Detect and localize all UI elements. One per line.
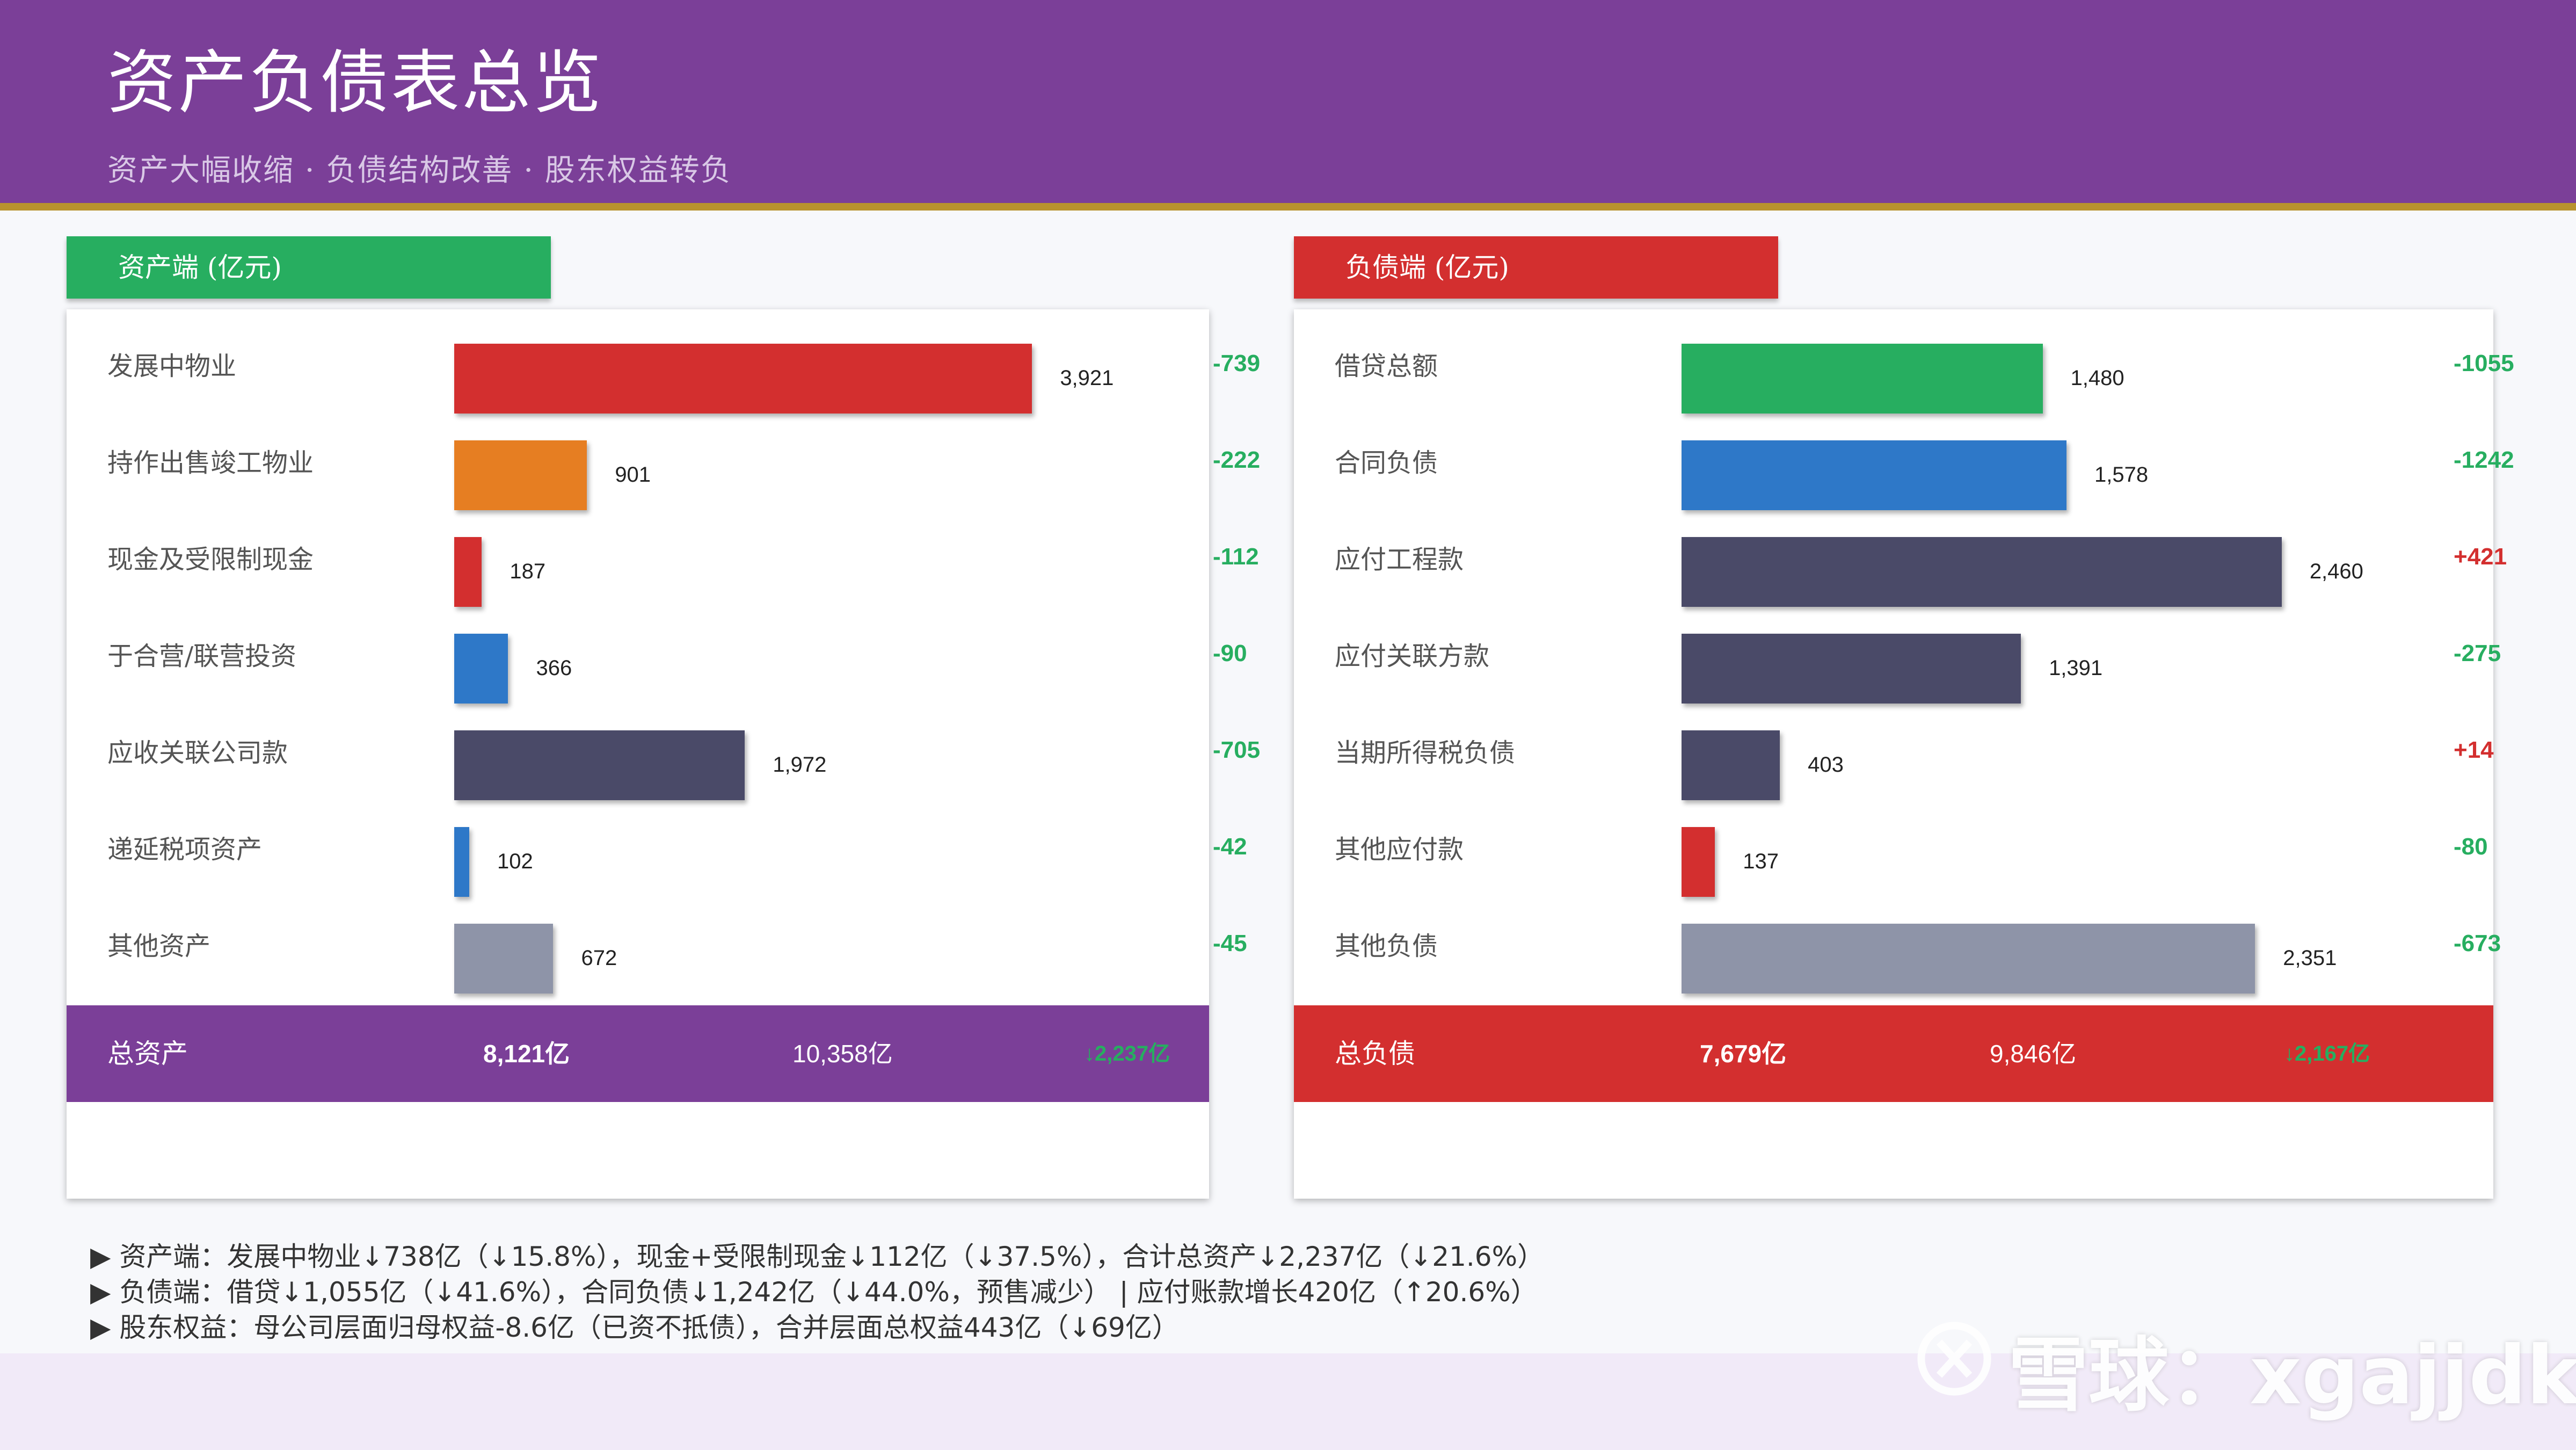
liability-category-label: 其他应付款 [1335, 835, 1464, 865]
asset-category-label: 其他资产 [107, 931, 211, 961]
asset-change-label: -42 [1213, 833, 1247, 860]
asset-change-label: -739 [1213, 350, 1261, 376]
liability-value-label: 403 [1808, 753, 1844, 777]
liability-total-row: 总负债 7,679亿 9,846亿 ↓2,167亿 [1294, 1005, 2493, 1102]
asset-change-label: -112 [1213, 543, 1259, 570]
liability-value-label: 137 [1743, 850, 1779, 873]
liability-change-label: -673 [2454, 930, 2501, 956]
liability-change-label: -1055 [2454, 350, 2514, 376]
liability-total-change-value: ↓2,167亿 [2284, 1042, 2370, 1065]
liability-change-label: +14 [2454, 737, 2494, 763]
page-title: 资产负债表总览 [107, 43, 604, 123]
asset-value-label: 672 [581, 946, 617, 970]
asset-category-label: 应收关联公司款 [107, 738, 288, 768]
liability-category-label: 应付关联方款 [1335, 641, 1490, 671]
asset-category-label: 现金及受限制现金 [107, 545, 314, 575]
watermark-text: 雪球：xgajjdk [2008, 1329, 2576, 1423]
asset-bar [454, 924, 554, 994]
liability-bar [1682, 924, 2255, 994]
asset-category-label: 持作出售竣工物业 [107, 448, 314, 478]
liability-change-label: -1242 [2454, 447, 2514, 473]
header-banner: 资产负债表总览 资产大幅收缩 · 负债结构改善 · 股东权益转负 [0, 0, 2576, 211]
note-liabilities: ▶ 负债端：借贷↓1,055亿（↓41.6%），合同负债↓1,242亿（↓44.… [90, 1277, 1538, 1308]
asset-value-label: 3,921 [1060, 366, 1114, 390]
liability-category-label: 当期所得税负债 [1335, 738, 1516, 768]
note-assets: ▶ 资产端：发展中物业↓738亿（↓15.8%），现金+受限制现金↓112亿（↓… [90, 1241, 1545, 1272]
liability-value-label: 1,391 [2049, 656, 2103, 680]
asset-change-label: -222 [1213, 447, 1261, 473]
liability-bar [1682, 537, 2282, 607]
asset-total-previous-value: 10,358亿 [792, 1040, 893, 1068]
liability-total-label: 总负债 [1335, 1038, 1415, 1069]
asset-total-current-value: 8,121亿 [483, 1040, 570, 1068]
liability-total-current-value: 7,679亿 [1700, 1040, 1787, 1068]
liability-bar [1682, 827, 1715, 897]
liability-category-label: 合同负债 [1335, 448, 1438, 478]
liability-value-label: 1,480 [2070, 366, 2124, 390]
asset-change-label: -90 [1213, 640, 1247, 666]
asset-bar [454, 440, 587, 510]
footer-band [0, 1353, 2576, 1450]
asset-total-label: 总资产 [107, 1038, 188, 1069]
asset-category-label: 于合营/联营投资 [107, 641, 297, 671]
asset-category-label: 递延税项资产 [107, 835, 263, 865]
page-subtitle: 资产大幅收缩 · 负债结构改善 · 股东权益转负 [107, 153, 732, 188]
liability-total-previous-value: 9,846亿 [1990, 1040, 2077, 1068]
asset-total-row: 总资产 8,121亿 10,358亿 ↓2,237亿 [67, 1005, 1209, 1102]
liability-bar [1682, 634, 2021, 704]
asset-chart-panel: 发展中物业 3,921 -739 持作出售竣工物业 901 -222 现金及受限制现金 187… [67, 309, 1260, 1199]
liability-category-label: 借贷总额 [1335, 351, 1438, 381]
liability-bar [1682, 344, 2043, 414]
asset-value-label: 187 [510, 560, 546, 583]
liability-category-label: 应付工程款 [1335, 545, 1464, 575]
liability-value-label: 1,578 [2094, 463, 2149, 487]
liability-bar [1682, 730, 1780, 800]
asset-bar [454, 344, 1032, 414]
asset-value-label: 366 [536, 656, 572, 680]
liability-chart-panel: 借贷总额 1,480 -1055 合同负债 1,578 -1242 应付工程款 2,460 +4… [1294, 309, 2514, 1199]
note-equity: ▶ 股东权益：母公司层面归母权益-8.6亿（已资不抵债），合并层面总权益443亿… [90, 1312, 1179, 1343]
liability-change-label: +421 [2454, 543, 2507, 570]
asset-panel-tab: 资产端 (亿元) [67, 236, 551, 299]
asset-bar [454, 827, 469, 897]
asset-change-label: -705 [1213, 737, 1261, 763]
asset-value-label: 1,972 [773, 753, 827, 777]
asset-bar [454, 537, 482, 607]
asset-total-change-value: ↓2,237亿 [1084, 1042, 1170, 1065]
liability-category-label: 其他负债 [1335, 931, 1438, 961]
header-divider [0, 203, 2576, 211]
snowball-logo-icon [1917, 1322, 1991, 1396]
liability-bar [1682, 440, 2067, 510]
liability-value-label: 2,351 [2283, 946, 2337, 970]
asset-value-label: 102 [497, 850, 533, 873]
liability-value-label: 2,460 [2309, 560, 2363, 583]
liability-change-label: -275 [2454, 640, 2501, 666]
liability-panel-tab: 负债端 (亿元) [1294, 236, 1778, 299]
asset-bar [454, 730, 745, 800]
asset-category-label: 发展中物业 [107, 351, 237, 381]
liability-change-label: -80 [2454, 833, 2488, 860]
asset-value-label: 901 [615, 463, 651, 487]
asset-change-label: -45 [1213, 930, 1247, 956]
asset-bar [454, 634, 508, 704]
